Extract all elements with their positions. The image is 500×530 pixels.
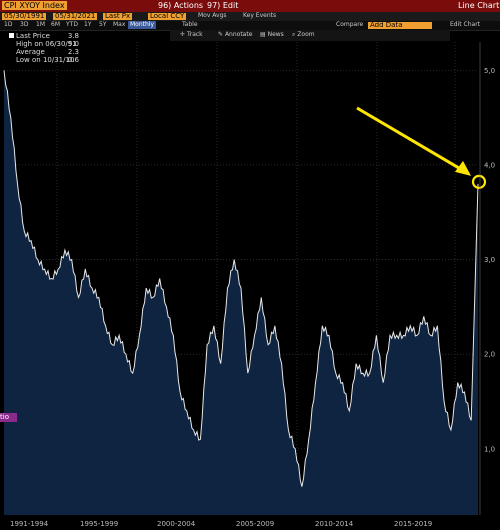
news-icon: ▤ [260,31,268,38]
annotation-arrow [356,106,487,189]
news-tool[interactable]: ▤ News [260,31,284,38]
x-tick-label: 2000-2004 [157,520,196,528]
y-tick-label: 5,0 [484,67,495,75]
magnifier-icon: ⌕ [292,31,298,38]
x-axis: 1991-1994 1995-1999 2000-2004 2005-2009 2010… [10,520,432,528]
x-tick-label: 1995-1999 [80,520,118,528]
ticker-field[interactable]: CPI XYOY Index [2,1,67,10]
period-max[interactable]: Max [113,21,126,28]
mov-avgs-button[interactable]: Mov Avgs [198,12,227,19]
legend-high: High on 06/30/91 5.0 [16,40,79,48]
x-tick-label: 2005-2009 [236,520,274,528]
period-6m[interactable]: 6M [51,21,60,28]
title-bar: CPI XYOY Index 96) Actions 97) Edit Line… [0,0,500,12]
y-tick-label: 2,0 [484,351,495,359]
legend-average: Average 2.3 [16,48,79,56]
key-events-button[interactable]: Key Events [243,12,277,19]
period-monthly[interactable]: Monthly [128,21,157,29]
controls-bar: 05/30/1991 05/31/2021 Last Px Local CCY … [0,12,500,21]
annotate-tool[interactable]: ✎ Annotate [218,31,253,38]
x-tick-label: 1991-1994 [10,520,49,528]
compare-button[interactable]: Compare [336,21,364,28]
table-button[interactable]: Table [182,21,198,28]
actions-menu[interactable]: 96) Actions [158,1,204,10]
period-3d[interactable]: 3D [20,21,29,28]
legend-last-price: Last Price 3.8 [9,32,79,40]
annotation-arrow-shaft [356,106,470,176]
period-1y[interactable]: 1Y [84,21,92,28]
y-tick-label: 3,0 [484,256,495,264]
y-axis: 1,0 2,0 3,0 4,0 5,0 [479,42,495,515]
track-tool[interactable]: ✛ Track [180,31,203,38]
zoom-tool[interactable]: ⌕ Zoom [292,31,315,38]
series-line [3,70,479,487]
end-date-field[interactable]: 05/31/2021 [53,12,98,20]
chart-tools-bar: ✛ Track ✎ Annotate ▤ News ⌕ Zoom [170,30,450,41]
x-tick-label: 2010-2014 [315,520,354,528]
edit-menu[interactable]: 97) Edit [207,1,239,10]
pencil-icon: ✎ [218,31,225,38]
legend-swatch [9,33,14,38]
annotation-arrow-head [455,160,471,176]
add-data-field[interactable]: Add Data [368,22,432,29]
annotation-circle [471,174,487,189]
currency-selector[interactable]: Local CCY [148,12,187,20]
period-1d[interactable]: 1D [4,21,13,28]
period-1m[interactable]: 1M [36,21,45,28]
crosshair-icon: ✛ [180,31,187,38]
x-tick-label: 2015-2019 [394,520,432,528]
edit-chart-button[interactable]: Edit Chart [450,21,481,28]
start-date-field[interactable]: 05/30/1991 [2,12,47,20]
period-ytd[interactable]: YTD [66,21,78,28]
chart-type-label: Line Chart [458,1,500,10]
legend-low: Low on 10/31/10 0.6 [16,56,79,64]
y-tick-label: 1,0 [484,445,495,453]
period-5y[interactable]: 5Y [99,21,107,28]
cpi-line-chart[interactable]: 1,0 2,0 3,0 4,0 5,0 1991-1994 1995-1999 2000-2… [0,30,500,530]
field-selector[interactable]: Last Px [103,12,133,20]
left-badge: tio [0,413,17,422]
y-tick-label: 4,0 [484,161,495,169]
legend: Last Price 3.8 High on 06/30/91 5.0 Aver… [9,32,79,64]
